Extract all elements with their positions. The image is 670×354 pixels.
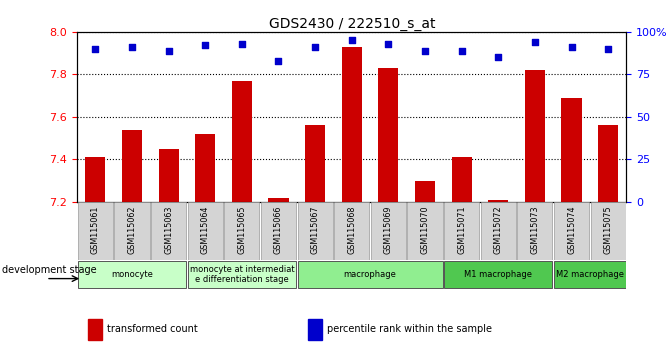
Text: percentile rank within the sample: percentile rank within the sample xyxy=(327,324,492,334)
Text: monocyte: monocyte xyxy=(111,270,153,279)
Point xyxy=(529,39,540,45)
Bar xyxy=(598,125,618,202)
Bar xyxy=(488,200,509,202)
Text: GSM115065: GSM115065 xyxy=(237,206,247,254)
Bar xyxy=(554,261,626,288)
Bar xyxy=(88,319,102,340)
Bar xyxy=(85,157,105,202)
Text: GSM115072: GSM115072 xyxy=(494,206,502,254)
Bar xyxy=(308,319,322,340)
Point xyxy=(127,44,137,50)
Text: M1 macrophage: M1 macrophage xyxy=(464,270,532,279)
Bar xyxy=(297,202,333,260)
Bar xyxy=(261,202,296,260)
Bar xyxy=(188,261,296,288)
Bar xyxy=(78,202,113,260)
Text: GSM115064: GSM115064 xyxy=(201,206,210,254)
Bar xyxy=(115,202,149,260)
Bar xyxy=(188,202,223,260)
Text: GSM115061: GSM115061 xyxy=(91,206,100,254)
Bar xyxy=(590,202,626,260)
Text: GSM115068: GSM115068 xyxy=(347,206,356,254)
Text: GSM115063: GSM115063 xyxy=(164,206,173,254)
Text: GSM115069: GSM115069 xyxy=(384,206,393,254)
Text: GSM115073: GSM115073 xyxy=(531,206,539,254)
Bar xyxy=(224,202,259,260)
Bar xyxy=(269,198,289,202)
Bar xyxy=(371,202,406,260)
Point xyxy=(493,55,504,60)
Point xyxy=(419,48,430,53)
Bar xyxy=(297,261,443,288)
Text: GSM115071: GSM115071 xyxy=(457,206,466,254)
Bar xyxy=(151,202,186,260)
Bar xyxy=(444,261,553,288)
Bar xyxy=(334,202,369,260)
Bar xyxy=(554,202,589,260)
Text: GSM115070: GSM115070 xyxy=(421,206,429,254)
Text: GSM115062: GSM115062 xyxy=(127,206,137,254)
Bar xyxy=(561,98,582,202)
Point xyxy=(200,42,210,48)
Point xyxy=(383,41,394,47)
Text: transformed count: transformed count xyxy=(107,324,198,334)
Point xyxy=(456,48,467,53)
Point xyxy=(163,48,174,53)
Bar xyxy=(195,134,215,202)
Bar xyxy=(407,202,443,260)
Text: GSM115066: GSM115066 xyxy=(274,206,283,254)
Point xyxy=(90,46,100,52)
Point xyxy=(566,44,577,50)
Bar xyxy=(159,149,179,202)
Point xyxy=(237,41,247,47)
Title: GDS2430 / 222510_s_at: GDS2430 / 222510_s_at xyxy=(269,17,435,31)
Bar xyxy=(525,70,545,202)
Bar xyxy=(444,202,479,260)
Text: GSM115067: GSM115067 xyxy=(311,206,320,254)
Bar xyxy=(379,68,399,202)
Bar xyxy=(78,261,186,288)
Text: GSM115075: GSM115075 xyxy=(604,206,612,254)
Bar xyxy=(517,202,553,260)
Bar xyxy=(342,47,362,202)
Point xyxy=(603,46,614,52)
Text: GSM115074: GSM115074 xyxy=(567,206,576,254)
Bar xyxy=(480,202,516,260)
Text: monocyte at intermediat
e differentiation stage: monocyte at intermediat e differentiatio… xyxy=(190,265,294,284)
Bar xyxy=(305,125,325,202)
Text: macrophage: macrophage xyxy=(344,270,397,279)
Bar xyxy=(415,181,435,202)
Text: development stage: development stage xyxy=(1,265,96,275)
Point xyxy=(346,38,357,43)
Text: M2 macrophage: M2 macrophage xyxy=(556,270,624,279)
Bar xyxy=(232,81,252,202)
Point xyxy=(273,58,284,64)
Point xyxy=(310,44,320,50)
Bar xyxy=(452,157,472,202)
Bar xyxy=(122,130,142,202)
